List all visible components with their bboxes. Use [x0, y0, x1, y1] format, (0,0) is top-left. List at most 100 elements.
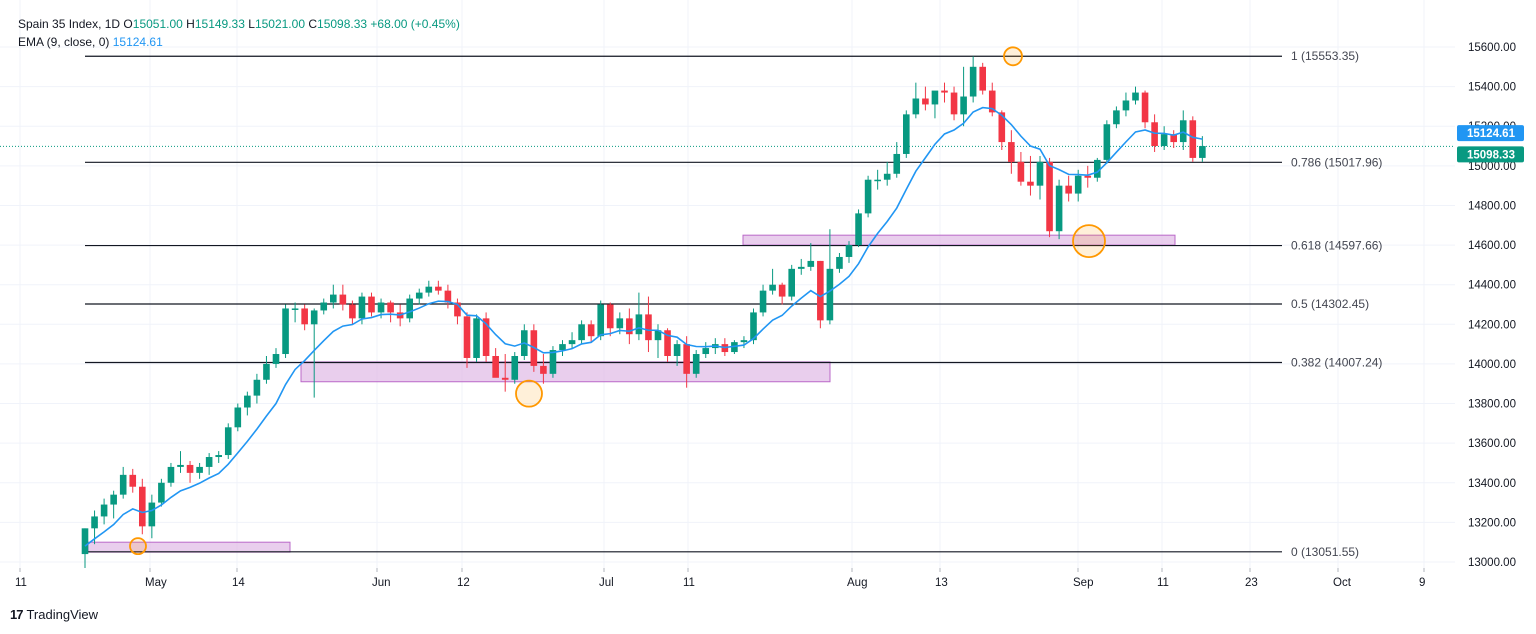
- candle-up: [874, 179, 881, 182]
- candle-up: [912, 98, 920, 115]
- candle-down: [540, 365, 547, 374]
- ema-label: EMA (9, close, 0): [18, 35, 110, 49]
- candle-down: [1084, 175, 1092, 178]
- candle-up: [196, 466, 203, 473]
- candle-up: [119, 474, 127, 495]
- candle-up: [769, 284, 776, 291]
- open-label: O: [123, 17, 133, 31]
- candle-down: [683, 344, 690, 374]
- candle-up: [893, 153, 901, 174]
- candle-up: [864, 179, 872, 214]
- candle-up: [291, 308, 299, 310]
- close-label: C: [308, 17, 318, 31]
- candle-down: [1046, 161, 1053, 232]
- candle-up: [330, 294, 337, 303]
- candle-up: [358, 296, 366, 319]
- candle-up: [692, 354, 700, 374]
- candle-up: [1160, 134, 1168, 147]
- candle-up: [1074, 175, 1082, 194]
- price-tag: [1457, 146, 1524, 163]
- candle-down: [368, 296, 375, 313]
- tradingview-brand[interactable]: 17 TradingView: [10, 607, 98, 622]
- candle-up: [425, 286, 433, 293]
- candle-down: [950, 92, 958, 115]
- candle-down: [492, 356, 499, 378]
- candle-up: [158, 482, 165, 503]
- time-axis-bg: [0, 568, 1536, 598]
- candle-down: [435, 286, 442, 291]
- time-tick-label: 12: [457, 577, 470, 589]
- ema-value: 15124.61: [112, 35, 163, 49]
- candle-up: [234, 407, 242, 428]
- candle-down: [387, 302, 394, 313]
- time-tick-label: Jun: [372, 577, 391, 589]
- open-value: 15051.00: [132, 17, 183, 31]
- candle-down: [778, 284, 786, 297]
- candle-down: [186, 464, 194, 473]
- candle-up: [673, 344, 681, 356]
- candle-up: [759, 290, 767, 313]
- price-axis[interactable]: 13000.00 13200.00 13400.00 13600.00 13800.00…: [1455, 0, 1536, 575]
- candle-up: [883, 173, 891, 180]
- ohlc-legend: Spain 35 Index, 1D O15051.00 H15149.33 L…: [18, 17, 460, 31]
- candle-down: [1189, 120, 1197, 158]
- high-label: H: [186, 17, 195, 31]
- highlight-circles: [129, 46, 1106, 556]
- candle-up: [578, 324, 585, 341]
- candle-up: [740, 340, 748, 343]
- high-value: 15149.33: [194, 17, 245, 31]
- candle-down: [1017, 161, 1025, 182]
- candle-up: [110, 494, 117, 505]
- candle-up: [377, 302, 385, 313]
- candle-down: [1151, 122, 1158, 147]
- time-tick-label: Oct: [1333, 577, 1352, 589]
- candle-up: [244, 395, 251, 408]
- candle-up: [568, 340, 576, 345]
- fib-label-0: 0 (13051.55): [1291, 545, 1359, 559]
- candle-down: [501, 377, 509, 380]
- zone-june: [300, 361, 831, 383]
- candle-up: [205, 457, 213, 467]
- zone-aug: [742, 234, 1176, 246]
- candle-up: [320, 302, 328, 311]
- price-tick-label: 13400.00: [1468, 478, 1516, 490]
- candle-down: [941, 90, 948, 93]
- candle-down: [463, 316, 471, 358]
- candle-up: [282, 308, 289, 355]
- candle-up: [549, 350, 557, 374]
- candle-down: [482, 318, 490, 356]
- ema-legend[interactable]: EMA (9, close, 0) 15124.61: [18, 35, 163, 49]
- time-axis[interactable]: 11 May 14 Jun 12 Jul 11 Aug 13 Sep 11 23 Oct 9: [0, 568, 1536, 598]
- price-tick-label: 15600.00: [1468, 42, 1516, 54]
- candle-up: [855, 213, 862, 246]
- price-tick-label: 13000.00: [1468, 557, 1516, 569]
- highlight-circle: [1003, 46, 1023, 67]
- candle-up: [1094, 159, 1101, 178]
- candle-up: [826, 268, 834, 321]
- candle-up: [253, 379, 261, 396]
- candle-up: [1122, 100, 1130, 111]
- time-tick-label: 14: [232, 577, 245, 589]
- candle-up: [969, 66, 977, 97]
- symbol-title[interactable]: Spain 35 Index, 1D: [18, 17, 121, 31]
- candle-down: [139, 486, 146, 527]
- fib-label-1: 1 (15553.35): [1291, 49, 1359, 63]
- candle-up: [845, 245, 853, 257]
- change-value: +68.00 (+0.45%): [370, 17, 460, 31]
- candle-up: [1199, 146, 1206, 158]
- price-tick-label: 15000.00: [1468, 161, 1516, 173]
- time-tick-label: Jul: [599, 577, 614, 589]
- grid-layer: [0, 0, 1455, 568]
- highlight-circle: [129, 537, 147, 556]
- fib-label-0.618: 0.618 (14597.66): [1291, 239, 1382, 253]
- time-tick-label: 9: [1419, 577, 1425, 589]
- candle-up: [635, 314, 643, 335]
- candle-up: [931, 90, 939, 105]
- price-tag-label: 15124.61: [1467, 128, 1516, 140]
- candle-up: [616, 318, 624, 329]
- candle-up: [559, 344, 566, 351]
- candle-down: [129, 474, 137, 487]
- candle-up: [1179, 120, 1187, 143]
- candle-up: [903, 114, 910, 154]
